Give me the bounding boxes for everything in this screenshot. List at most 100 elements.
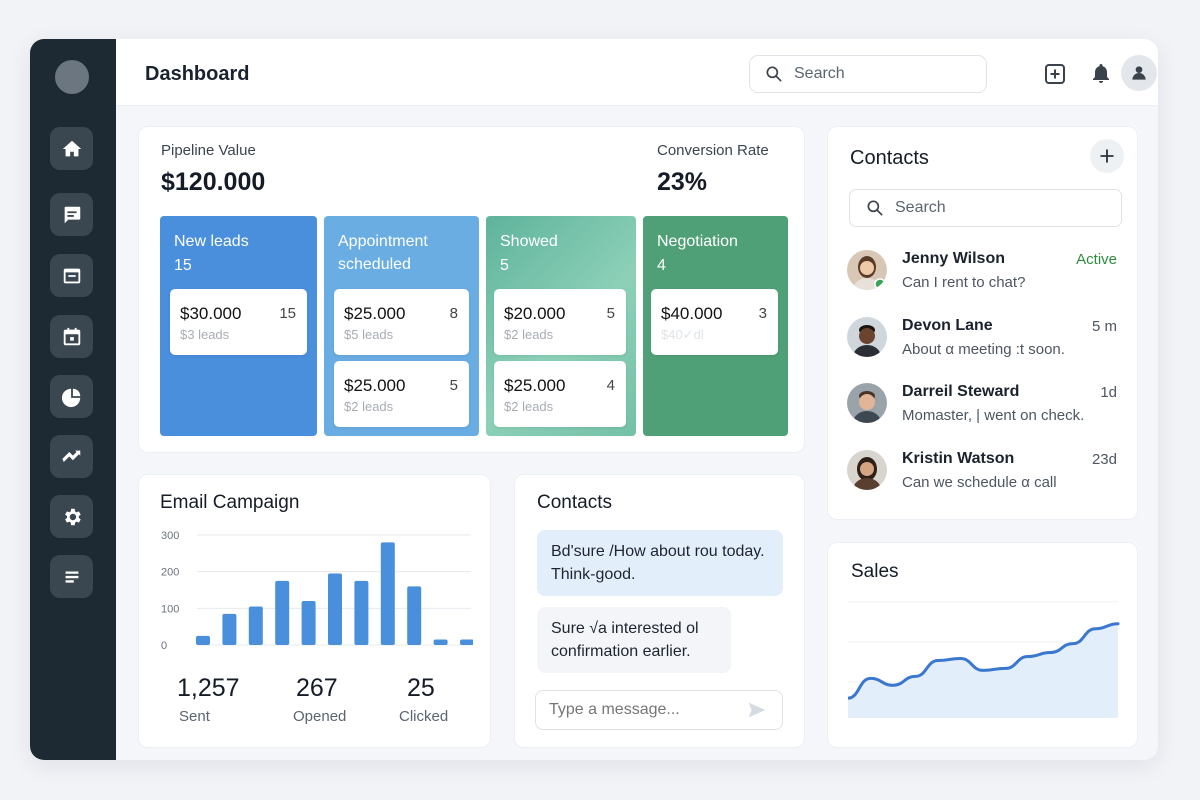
stat-clicked-value: 25 — [407, 674, 435, 702]
header-search[interactable] — [749, 55, 987, 93]
contact-item[interactable]: Darreil Steward Momaster, | went on chec… — [847, 380, 1117, 430]
trend-icon — [61, 450, 80, 462]
deal-card[interactable]: $25.000 4 $2 leads — [494, 361, 626, 427]
stage-title: Showed — [500, 233, 558, 250]
bar — [407, 586, 422, 645]
sales-area-chart — [848, 601, 1120, 718]
deal-count: 15 — [279, 305, 296, 322]
email-bar-chart: 300 200 100 0 — [161, 530, 473, 652]
deal-count: 8 — [449, 305, 458, 322]
deal-card[interactable]: $40.000 3 $40✓dl — [651, 289, 778, 355]
contact-time: 1d — [1100, 384, 1117, 401]
stage-title: New leads — [174, 233, 249, 250]
stat-sent-label: Sent — [179, 708, 210, 725]
calendar-icon — [63, 327, 80, 345]
contact-item[interactable]: Devon Lane About α meeting :t soon. 5 m — [847, 314, 1117, 364]
contact-preview: Can I rent to chat? — [902, 274, 1026, 291]
header-search-input[interactable] — [794, 65, 964, 83]
contact-item[interactable]: Jenny Wilson Can I rent to chat? Active — [847, 247, 1117, 297]
deal-card[interactable]: $25.000 8 $5 leads — [334, 289, 469, 355]
sidebar-item-calendar[interactable] — [50, 315, 93, 358]
sidebar-item-home[interactable] — [50, 127, 93, 170]
pie-chart-icon — [61, 388, 80, 407]
bar — [301, 601, 316, 645]
deal-value: $30.000 — [180, 304, 242, 323]
sidebar-item-notes[interactable] — [50, 555, 93, 598]
sidebar-item-inbox[interactable] — [50, 254, 93, 297]
search-icon — [867, 200, 883, 216]
contact-name: Kristin Watson — [902, 450, 1015, 467]
message-input[interactable] — [549, 701, 744, 719]
deal-card[interactable]: $20.000 5 $2 leads — [494, 289, 626, 355]
bar — [433, 639, 448, 645]
bar — [222, 613, 237, 645]
app-window: Dashboard Pipeline Value $120.000 Conver… — [30, 39, 1158, 760]
contacts-search[interactable] — [849, 189, 1122, 227]
deal-count: 5 — [606, 305, 615, 322]
sidebar-item-analytics[interactable] — [50, 435, 93, 478]
conversion-rate: 23% — [657, 168, 708, 196]
bar — [196, 635, 210, 645]
deal-count: 4 — [606, 377, 615, 394]
y-tick-label: 0 — [161, 640, 167, 652]
sales-title: Sales — [851, 561, 899, 582]
send-icon[interactable] — [746, 699, 768, 721]
contact-preview: Can we schedule α call — [902, 474, 1057, 491]
top-bar: Dashboard — [116, 39, 1158, 106]
deal-count: 5 — [449, 377, 458, 394]
message-composer — [535, 690, 783, 730]
bar — [248, 606, 263, 645]
add-button[interactable] — [1041, 60, 1069, 88]
stage-count: 5 — [500, 257, 509, 274]
contact-name: Jenny Wilson — [902, 250, 1005, 267]
user-avatar-button[interactable] — [1121, 55, 1157, 91]
deal-subtext: $3 leads — [180, 327, 230, 342]
stage-column-negotiation: Negotiation 4 $40.000 3 $40✓dl — [643, 216, 788, 436]
chat-title: Contacts — [537, 492, 612, 513]
add-contact-button[interactable] — [1090, 139, 1124, 173]
conversion-rate-label: Conversion Rate — [657, 142, 769, 159]
pipeline-value-label: Pipeline Value — [161, 142, 256, 159]
sidebar-item-settings[interactable] — [50, 495, 93, 538]
sidebar-item-reports[interactable] — [50, 375, 93, 418]
avatar — [847, 317, 887, 357]
stage-column-showed: Showed 5 $20.000 5 $2 leads $25.000 4 $2… — [486, 216, 636, 436]
deal-count: 3 — [758, 305, 767, 322]
list-icon — [65, 571, 78, 583]
sales-line — [848, 622, 1120, 700]
deal-subtext: $2 leads — [504, 327, 554, 342]
pipeline-value: $120.000 — [161, 168, 266, 196]
deal-value: $25.000 — [344, 304, 406, 323]
contact-item[interactable]: Kristin Watson Can we schedule α call 23… — [847, 447, 1117, 497]
deal-card[interactable]: $25.000 5 $2 leads — [334, 361, 469, 427]
contacts-search-input[interactable] — [895, 199, 1065, 217]
contacts-card: Contacts Jenny Wilson Can I rent to chat… — [827, 126, 1138, 520]
stage-count: 4 — [657, 257, 666, 274]
deal-subtext: $40✓dl — [661, 327, 704, 342]
plus-square-icon — [1045, 64, 1065, 84]
sidebar-item-messages[interactable] — [50, 193, 93, 236]
y-tick-label: 300 — [161, 530, 179, 542]
sales-card: Sales — [827, 542, 1138, 748]
stat-sent-value: 1,257 — [177, 674, 240, 702]
email-campaign-title: Email Campaign — [160, 492, 300, 513]
contact-preview: Momaster, | went on check. — [902, 407, 1085, 424]
sidebar — [30, 39, 116, 760]
stat-clicked-label: Clicked — [399, 708, 449, 725]
chat-icon — [64, 206, 80, 223]
bell-icon — [1093, 64, 1109, 83]
bar — [380, 542, 395, 645]
inbox-icon — [63, 268, 80, 283]
contact-status: Active — [1076, 251, 1117, 268]
chat-card: Contacts Bd'sure /How about rou today. T… — [514, 474, 805, 748]
search-icon — [766, 66, 782, 82]
deal-subtext: $2 leads — [504, 399, 554, 414]
deal-value: $20.000 — [504, 304, 566, 323]
deal-value: $25.000 — [504, 376, 566, 395]
notifications-button[interactable] — [1087, 60, 1115, 88]
stage-title: Appointment scheduled — [338, 233, 428, 273]
contact-time: 5 m — [1091, 318, 1117, 335]
deal-subtext: $2 leads — [344, 399, 394, 414]
bar — [354, 580, 369, 645]
deal-card[interactable]: $30.000 15 $3 leads — [170, 289, 307, 355]
